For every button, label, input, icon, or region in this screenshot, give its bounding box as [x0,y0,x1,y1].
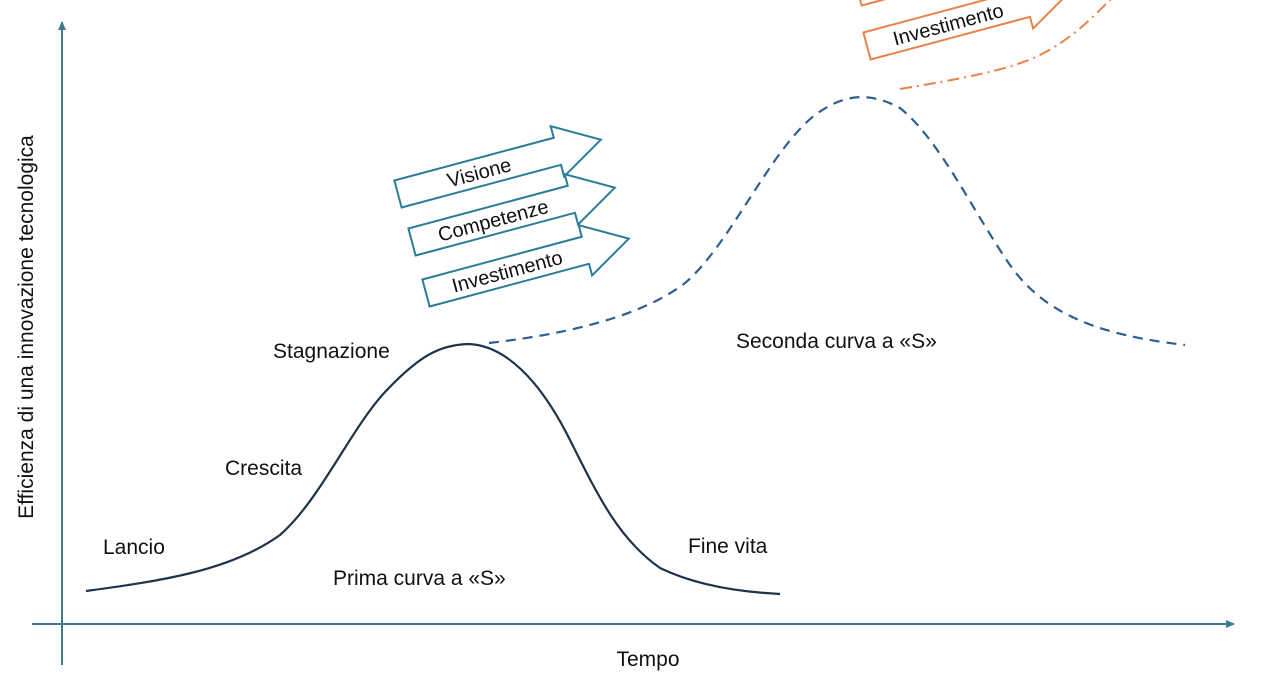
first-s-curve [85,342,781,596]
arrow-label-orange-investimento: Investimento [891,0,1006,51]
second-curve-label: Seconda curva a «S» [736,330,937,353]
y-axis-label: Efficienza di una innovazione tecnologic… [15,135,38,519]
first-curve-label: Prima curva a «S» [333,567,506,590]
arrow-label-investimento: Investimento [450,247,565,298]
arrow-investimento: Investimento [421,223,631,308]
stage-label-end-of-life: Fine vita [688,535,768,558]
arrow-orange-investimento: Investimento [862,0,1072,61]
stage-label-growth: Crescita [225,457,302,480]
stage-label-launch: Lancio [103,536,165,559]
second-s-curve [488,96,1186,347]
stage-label-stagnation: Stagnazione [273,340,390,363]
arrow-label-competenze: Competenze [436,196,551,247]
x-axis-label: Tempo [616,648,679,671]
